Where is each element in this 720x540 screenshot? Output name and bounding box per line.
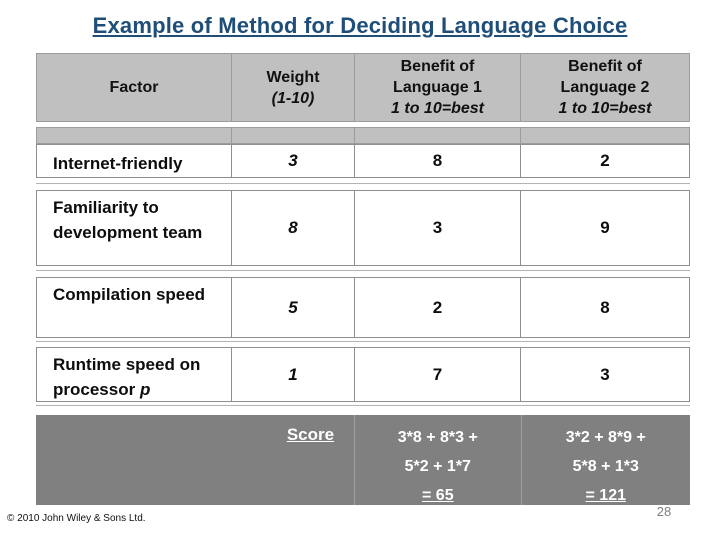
row-divider xyxy=(36,183,690,184)
decision-table: Factor Weight (1-10) Benefit of Language… xyxy=(36,53,690,505)
table-row-compilation-speed: Compilation speed 5 2 8 xyxy=(36,277,690,338)
score-total-language-2: = 121 xyxy=(585,487,626,504)
factor-label: Compilation speed xyxy=(36,277,232,338)
header-benefit-language-2: Benefit of Language 2 1 to 10=best xyxy=(520,53,690,122)
factor-label: Runtime speed on processor p xyxy=(36,347,232,402)
lang2-benefit-value: 8 xyxy=(520,277,690,338)
header-weight: Weight (1-10) xyxy=(231,53,355,122)
page-number: 28 xyxy=(656,504,672,519)
lang1-benefit-value: 8 xyxy=(354,144,521,178)
table-header-row: Factor Weight (1-10) Benefit of Language… xyxy=(36,53,690,122)
weight-value: 1 xyxy=(231,347,355,402)
weight-value: 8 xyxy=(231,190,355,266)
lang2-benefit-value: 9 xyxy=(520,190,690,266)
row-divider xyxy=(36,405,690,406)
factor-label: Internet-friendly xyxy=(36,144,232,178)
lang1-benefit-value: 3 xyxy=(354,190,521,266)
table-row-internet-friendly: Internet-friendly 3 8 2 xyxy=(36,144,690,178)
copyright-notice: © 2010 John Wiley & Sons Ltd. xyxy=(7,513,146,524)
lang2-benefit-value: 3 xyxy=(520,347,690,402)
page-title: Example of Method for Deciding Language … xyxy=(92,13,628,38)
row-divider xyxy=(36,270,690,271)
lang1-benefit-value: 7 xyxy=(354,347,521,402)
weight-value: 5 xyxy=(231,277,355,338)
score-label: Score xyxy=(36,415,355,505)
row-divider xyxy=(36,341,690,342)
lang2-benefit-value: 2 xyxy=(520,144,690,178)
lang1-benefit-value: 2 xyxy=(354,277,521,338)
score-row: Score 3*8 + 8*3 + 5*2 + 1*7 = 65 3*2 + 8… xyxy=(36,415,690,505)
table-row-familiarity: Familiarity to development team 8 3 9 xyxy=(36,190,690,266)
score-language-1: 3*8 + 8*3 + 5*2 + 1*7 = 65 xyxy=(354,415,521,505)
header-benefit-language-1: Benefit of Language 1 1 to 10=best xyxy=(354,53,521,122)
table-row-runtime-speed: Runtime speed on processor p 1 7 3 xyxy=(36,347,690,402)
score-total-language-1: = 65 xyxy=(422,487,454,504)
weight-value: 3 xyxy=(231,144,355,178)
factor-label: Familiarity to development team xyxy=(36,190,232,266)
header-factor: Factor xyxy=(36,53,232,122)
header-spacer-strip xyxy=(36,127,690,144)
score-language-2: 3*2 + 8*9 + 5*8 + 1*3 = 121 xyxy=(520,415,690,505)
